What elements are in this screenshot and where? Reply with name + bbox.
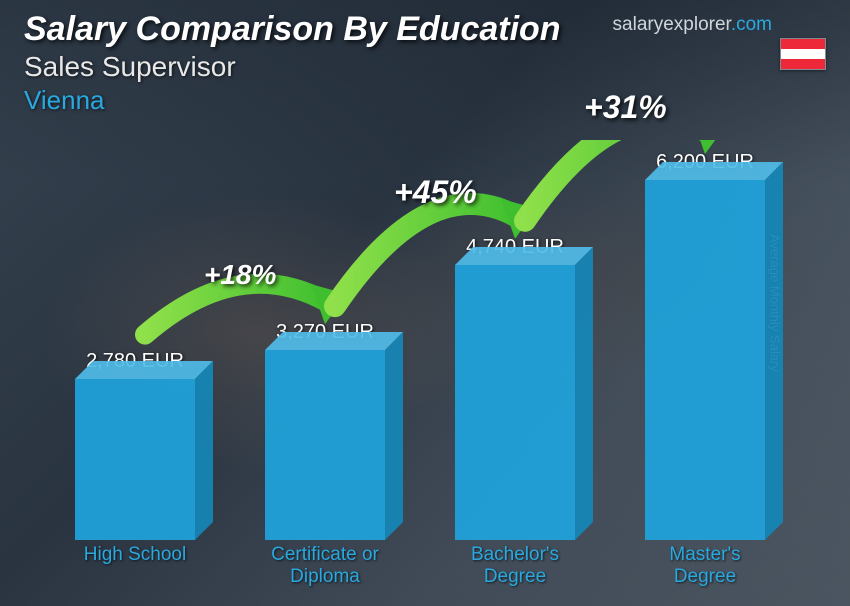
subtitle-role: Sales Supervisor <box>24 51 826 83</box>
subtitle-city: Vienna <box>24 85 826 116</box>
bar-slot: 3,270 EUR <box>230 140 420 540</box>
bar <box>455 265 575 540</box>
increase-pct-label: +18% <box>204 259 276 291</box>
x-label: Bachelor'sDegree <box>420 544 610 588</box>
bar <box>645 180 765 540</box>
flag-stripe <box>781 39 825 49</box>
x-label: High School <box>40 544 230 588</box>
x-label: Master'sDegree <box>610 544 800 588</box>
x-labels: High SchoolCertificate orDiplomaBachelor… <box>40 544 800 588</box>
flag-stripe <box>781 49 825 59</box>
bar <box>265 350 385 540</box>
bar-slot: 6,200 EUR <box>610 140 800 540</box>
bar-chart: 2,780 EUR3,270 EUR4,740 EUR6,200 EUR Hig… <box>40 140 800 588</box>
brand-main: salaryexplorer <box>613 14 731 35</box>
bar <box>75 379 195 540</box>
flag-stripe <box>781 59 825 69</box>
country-flag-icon <box>780 38 826 70</box>
brand-logo: salaryexplorer.com <box>613 14 772 36</box>
increase-pct-label: +45% <box>394 174 477 211</box>
increase-pct-label: +31% <box>584 89 667 126</box>
brand-suffix: .com <box>731 14 772 35</box>
x-label: Certificate orDiploma <box>230 544 420 588</box>
bar-slot: 2,780 EUR <box>40 140 230 540</box>
